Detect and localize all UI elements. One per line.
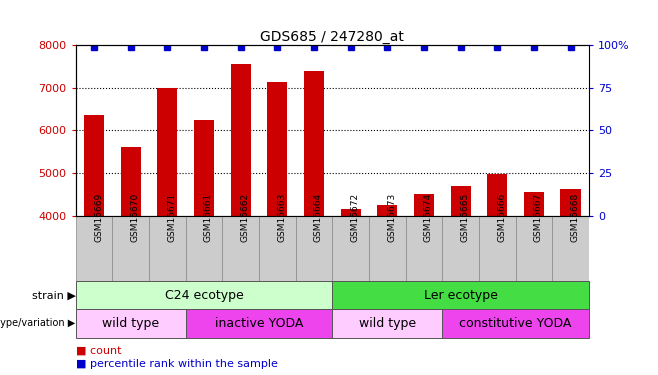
Text: ■ count: ■ count <box>76 346 121 355</box>
Bar <box>414 194 434 216</box>
Bar <box>405 216 442 281</box>
Text: GSM15670: GSM15670 <box>131 193 139 242</box>
Text: GSM15662: GSM15662 <box>241 193 249 242</box>
Bar <box>230 64 251 216</box>
Title: GDS685 / 247280_at: GDS685 / 247280_at <box>261 30 404 44</box>
Text: constitutive YODA: constitutive YODA <box>459 317 572 330</box>
Bar <box>76 216 113 281</box>
Text: GSM15664: GSM15664 <box>314 193 323 242</box>
Bar <box>332 281 589 309</box>
Bar <box>561 189 580 216</box>
Text: GSM15672: GSM15672 <box>351 193 360 242</box>
Bar <box>451 186 470 216</box>
Text: wild type: wild type <box>359 317 416 330</box>
Bar <box>76 281 332 309</box>
Bar <box>369 216 405 281</box>
Bar <box>194 120 214 216</box>
Text: GSM15667: GSM15667 <box>534 193 543 242</box>
Bar <box>304 72 324 216</box>
Text: GSM15673: GSM15673 <box>388 193 396 242</box>
Text: GSM15666: GSM15666 <box>497 193 506 242</box>
Bar <box>552 216 589 281</box>
Bar <box>222 216 259 281</box>
Text: inactive YODA: inactive YODA <box>215 317 303 330</box>
Text: GSM15671: GSM15671 <box>167 193 176 242</box>
Bar <box>442 309 589 338</box>
Text: GSM15663: GSM15663 <box>277 193 286 242</box>
Text: ■ percentile rank within the sample: ■ percentile rank within the sample <box>76 359 278 369</box>
Text: genotype/variation ▶: genotype/variation ▶ <box>0 318 76 328</box>
Bar <box>377 205 397 216</box>
Bar <box>516 216 552 281</box>
Bar <box>186 309 332 338</box>
Bar <box>120 147 141 216</box>
Bar <box>442 216 479 281</box>
Text: GSM15674: GSM15674 <box>424 193 433 242</box>
Bar <box>479 216 516 281</box>
Bar <box>76 309 186 338</box>
Bar <box>341 209 361 216</box>
Bar <box>113 216 149 281</box>
Text: GSM15661: GSM15661 <box>204 193 213 242</box>
Bar <box>149 216 186 281</box>
Bar <box>157 88 178 216</box>
Bar <box>84 116 104 216</box>
Text: GSM15665: GSM15665 <box>461 193 470 242</box>
Bar <box>332 309 442 338</box>
Text: GSM15669: GSM15669 <box>94 193 103 242</box>
Bar <box>524 192 544 216</box>
Text: C24 ecotype: C24 ecotype <box>164 289 243 302</box>
Bar <box>332 216 369 281</box>
Bar <box>186 216 222 281</box>
Text: Ler ecotype: Ler ecotype <box>424 289 497 302</box>
Text: strain ▶: strain ▶ <box>32 290 76 300</box>
Text: wild type: wild type <box>102 317 159 330</box>
Bar <box>295 216 332 281</box>
Bar <box>259 216 295 281</box>
Bar <box>487 174 507 216</box>
Bar <box>267 82 288 216</box>
Text: GSM15668: GSM15668 <box>570 193 580 242</box>
